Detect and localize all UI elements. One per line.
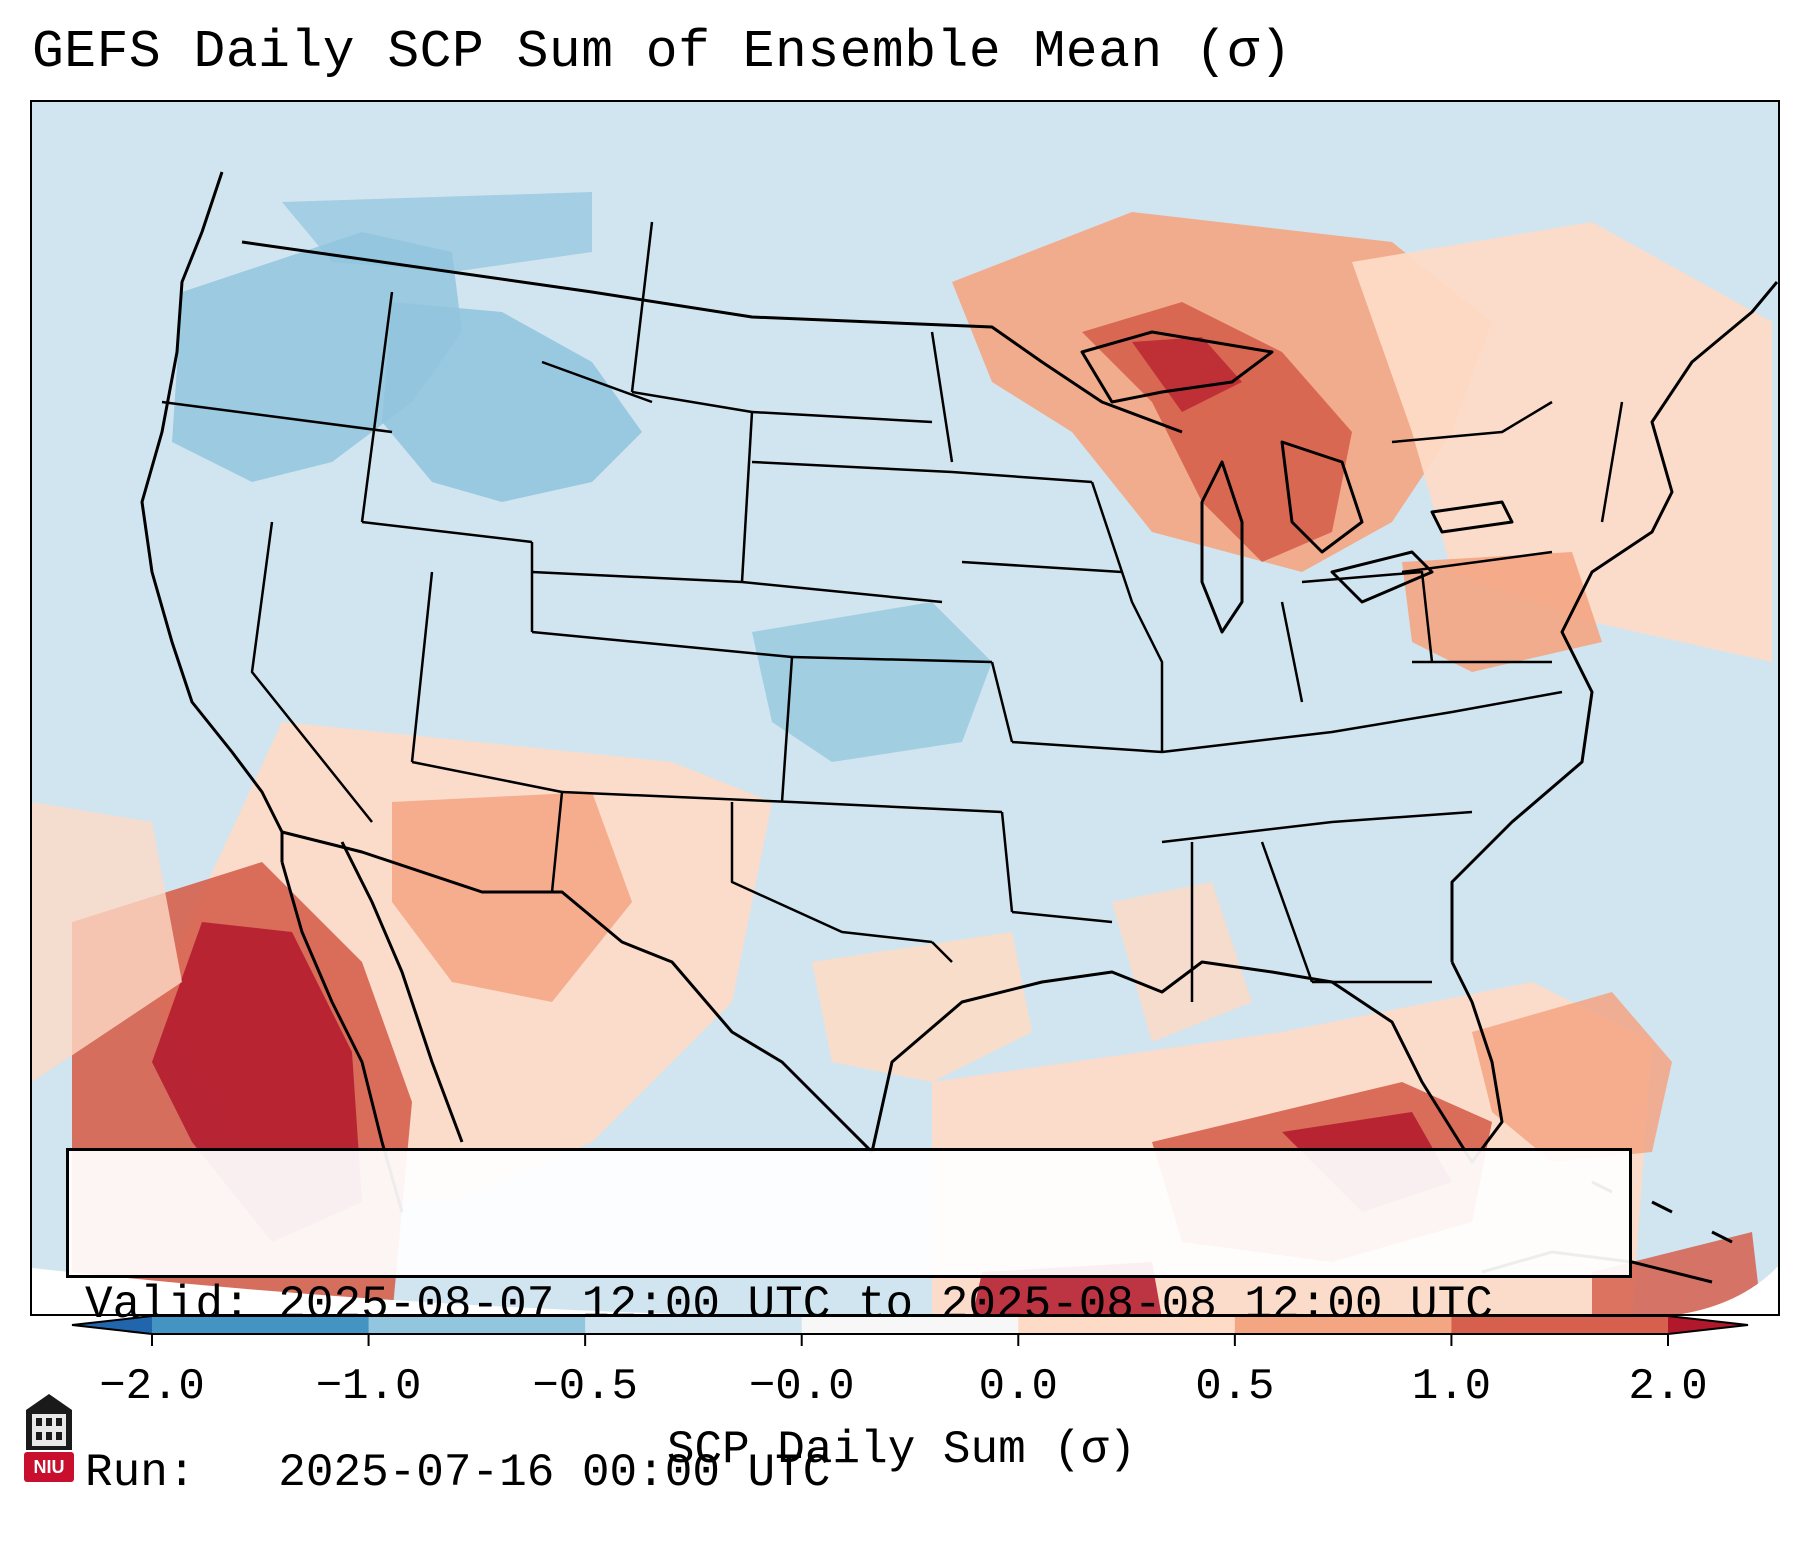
gulf-coastline (870, 960, 1504, 1164)
region-az-nm-pos (392, 792, 632, 1002)
colorbar-tick-label: 0.0 (978, 1362, 1058, 1412)
lake-ontario (1430, 500, 1514, 534)
colorbar-label: SCP Daily Sum (σ) (666, 1424, 1137, 1476)
atlantic-coastline (1450, 281, 1778, 962)
region-pennsylvania-pos (1402, 552, 1602, 672)
region-lake-superior-pos (1082, 302, 1352, 562)
run-row: Run: 2025-07-16 00:00 UTC (85, 1445, 1613, 1501)
map-edge (32, 1268, 678, 1314)
niu-building-icon (24, 1394, 74, 1482)
run-value: 2025-07-16 00:00 UTC (278, 1447, 831, 1499)
region-texas-pos (812, 932, 1032, 1082)
colorbar-segment (585, 1316, 803, 1334)
gulf-of-california-coast (340, 841, 464, 1143)
region-nebraska-kansas-neg (752, 602, 992, 762)
region-mt-northwest-neg (282, 192, 592, 272)
valid-run-info-box: Valid: 2025-08-07 12:00 UTC to 2025-08-0… (66, 1148, 1632, 1499)
us-mexico-border (281, 830, 874, 1154)
chart-title: GEFS Daily SCP Sum of Ensemble Mean (σ) (32, 22, 1292, 82)
region-northwest-neg (172, 232, 462, 482)
colorbar-tick-label: −2.0 (99, 1362, 205, 1412)
region-pacific-pos (32, 802, 182, 1082)
run-label: Run: (85, 1447, 196, 1499)
region-lower-ms-pos (1112, 882, 1252, 1042)
colorbar-segment (368, 1316, 586, 1334)
colorbar-segment (1018, 1316, 1236, 1334)
boundaries-layer (140, 171, 1778, 1284)
colorbar-segment (801, 1316, 1019, 1334)
colorbar (71, 1315, 1749, 1346)
niu-logo-text: NIU (33, 1457, 65, 1477)
lake-erie (1330, 550, 1434, 604)
map-canvas (32, 171, 1778, 1314)
colorbar-segment (1234, 1316, 1452, 1334)
region-atlantic-pos (1472, 992, 1672, 1162)
map-panel (30, 100, 1780, 1316)
region-northeast-pos (1352, 222, 1772, 662)
colorbar-tick-label: 2.0 (1628, 1362, 1708, 1412)
lake-michigan (1200, 460, 1244, 634)
colorbar-extend-high (1668, 1316, 1748, 1334)
us-canada-border (241, 240, 1183, 434)
colorbar-segment (152, 1316, 370, 1334)
west-coastline (140, 171, 284, 862)
niu-logo: NIU (20, 1390, 78, 1486)
region-idaho-montana-neg (382, 302, 642, 502)
colorbar-tick-label: 0.5 (1195, 1362, 1275, 1412)
colorbar-tick-label: 1.0 (1411, 1362, 1492, 1412)
colorbar-tick-label: −0.0 (748, 1362, 855, 1412)
colorbar-tick-label: −0.5 (532, 1362, 638, 1412)
state-lines (161, 221, 1624, 1002)
map-edge (1681, 1266, 1778, 1314)
colorbar-tick-label: −1.0 (315, 1362, 422, 1412)
colorbar-segment (1451, 1316, 1669, 1334)
colorbar-extend-low (72, 1316, 152, 1334)
region-superior-core-pos (1132, 337, 1242, 412)
lake-superior (1080, 330, 1274, 404)
lake-huron (1280, 440, 1364, 554)
